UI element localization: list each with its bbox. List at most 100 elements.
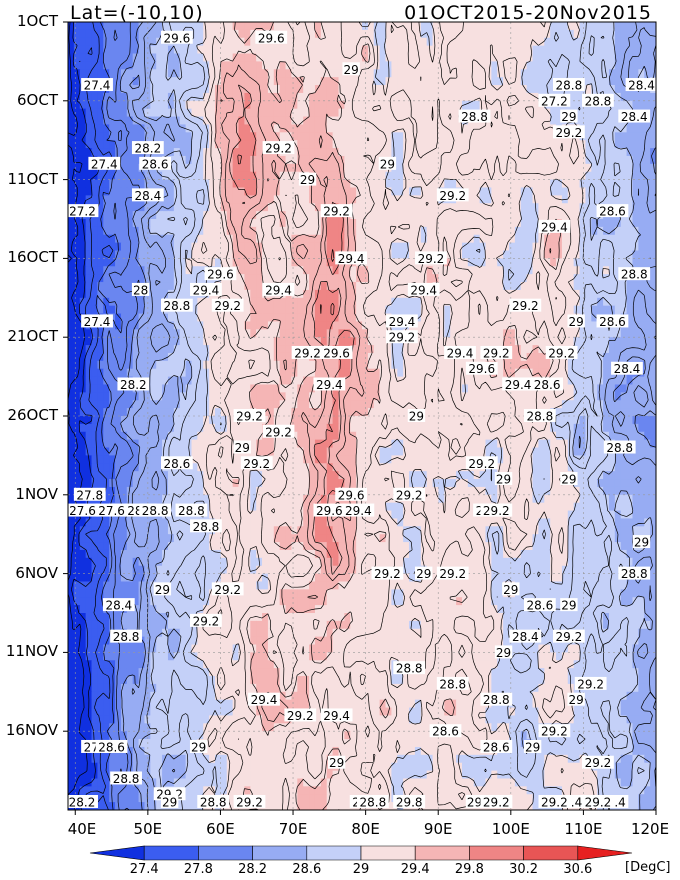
- sst-cell: [409, 219, 416, 228]
- sst-cell: [68, 148, 75, 157]
- sst-cell: [397, 226, 404, 236]
- sst-cell: [156, 368, 163, 378]
- sst-cell: [220, 392, 228, 401]
- sst-cell: [638, 61, 645, 70]
- sst-cell: [626, 352, 634, 362]
- sst-cell: [279, 195, 287, 204]
- sst-cell: [379, 250, 387, 259]
- sst-cell: [450, 234, 457, 244]
- sst-cell: [509, 187, 516, 196]
- sst-cell: [509, 242, 516, 252]
- sst-cell: [191, 305, 198, 315]
- sst-cell: [285, 337, 293, 346]
- sst-cell: [479, 408, 487, 417]
- sst-cell: [291, 53, 298, 62]
- sst-cell: [526, 85, 534, 94]
- sst-cell: [150, 408, 157, 417]
- sst-cell: [115, 116, 122, 126]
- sst-cell: [614, 376, 622, 386]
- sst-cell: [544, 250, 551, 259]
- sst-cell: [473, 282, 481, 291]
- sst-cell: [550, 321, 557, 330]
- sst-cell: [232, 345, 240, 354]
- sst-cell: [291, 226, 298, 236]
- sst-cell: [279, 219, 287, 228]
- sst-cell: [220, 108, 228, 118]
- sst-cell: [209, 368, 216, 378]
- sst-cell: [473, 155, 481, 165]
- sst-cell: [73, 234, 81, 244]
- sst-cell: [285, 226, 293, 236]
- sst-cell: [97, 92, 104, 102]
- sst-cell: [420, 148, 428, 157]
- sst-cell: [132, 77, 140, 86]
- sst-cell: [79, 29, 87, 39]
- sst-cell: [461, 140, 469, 149]
- sst-cell: [650, 368, 656, 378]
- sst-cell: [638, 100, 645, 110]
- sst-cell: [267, 313, 275, 323]
- sst-cell: [467, 77, 475, 86]
- sst-cell: [138, 368, 146, 378]
- sst-cell: [450, 203, 457, 212]
- sst-cell: [491, 85, 498, 94]
- sst-cell: [320, 148, 328, 157]
- sst-cell: [203, 92, 210, 102]
- sst-cell: [362, 29, 369, 39]
- sst-cell: [438, 100, 445, 110]
- sst-cell: [126, 242, 134, 252]
- sst-cell: [520, 250, 528, 259]
- sst-cell: [379, 69, 387, 78]
- sst-cell: [156, 37, 163, 47]
- sst-cell: [414, 211, 422, 220]
- sst-cell: [267, 266, 275, 275]
- sst-cell: [203, 37, 210, 47]
- sst-cell: [309, 61, 316, 70]
- sst-cell: [420, 53, 428, 62]
- sst-cell: [179, 140, 187, 149]
- sst-cell: [450, 408, 457, 417]
- sst-cell: [109, 282, 116, 291]
- sst-cell: [426, 195, 434, 204]
- sst-cell: [514, 408, 522, 417]
- sst-cell: [414, 360, 422, 370]
- sst-cell: [461, 321, 469, 330]
- sst-cell: [544, 368, 551, 378]
- sst-cell: [238, 163, 245, 173]
- sst-cell: [456, 219, 463, 228]
- sst-cell: [185, 171, 193, 181]
- sst-cell: [579, 345, 587, 354]
- sst-cell: [215, 163, 222, 173]
- sst-cell: [403, 195, 410, 204]
- sst-cell: [626, 250, 634, 259]
- sst-cell: [314, 29, 322, 39]
- sst-cell: [426, 85, 434, 94]
- sst-cell: [167, 77, 175, 86]
- sst-cell: [579, 337, 587, 346]
- sst-cell: [273, 321, 281, 330]
- sst-cell: [267, 384, 275, 393]
- sst-cell: [532, 313, 539, 323]
- sst-cell: [197, 155, 204, 165]
- sst-cell: [85, 116, 93, 126]
- sst-cell: [203, 22, 210, 31]
- sst-cell: [497, 313, 504, 323]
- sst-cell: [420, 226, 428, 236]
- sst-cell: [585, 85, 592, 94]
- sst-cell: [509, 22, 516, 31]
- sst-cell: [191, 29, 198, 39]
- sst-cell: [550, 163, 557, 173]
- sst-cell: [232, 282, 240, 291]
- sst-cell: [97, 384, 104, 393]
- sst-cell: [509, 392, 516, 401]
- sst-cell: [120, 163, 128, 173]
- sst-cell: [262, 124, 269, 133]
- sst-cell: [614, 274, 622, 283]
- sst-cell: [638, 305, 645, 315]
- sst-cell: [385, 29, 392, 39]
- sst-cell: [597, 258, 604, 267]
- sst-cell: [456, 376, 463, 386]
- sst-cell: [591, 61, 598, 70]
- sst-cell: [450, 368, 457, 378]
- sst-cell: [479, 37, 487, 47]
